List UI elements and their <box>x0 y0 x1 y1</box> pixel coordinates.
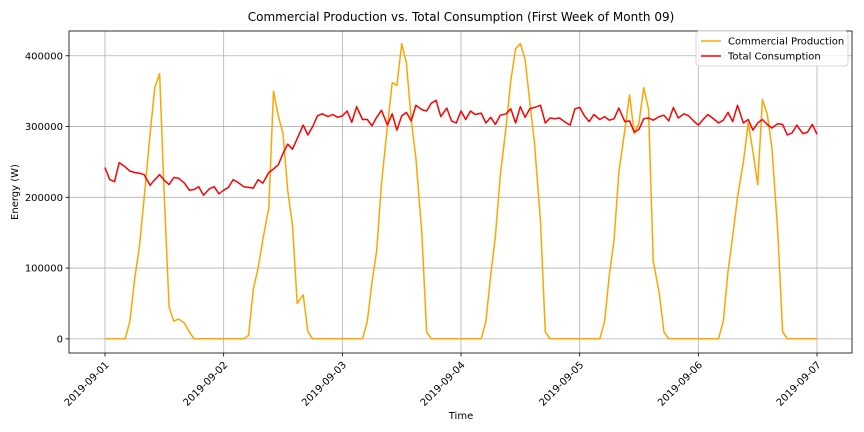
grid <box>69 31 852 353</box>
x-tick-label: 2019-09-04 <box>419 360 468 409</box>
plot-frame <box>68 30 853 354</box>
y-tick-label: 0 <box>57 334 63 345</box>
legend-label-production: Commercial Production <box>728 37 844 48</box>
series-line-commercial-production <box>105 42 817 340</box>
x-tick-label: 2019-09-01 <box>63 360 112 409</box>
y-tick-label: 200000 <box>25 193 63 204</box>
series-layer <box>104 42 818 340</box>
series-line-total-consumption <box>104 99 818 196</box>
x-tick-label: 2019-09-07 <box>775 360 824 409</box>
legend-label-consumption: Total Consumption <box>727 52 821 63</box>
legend: Commercial Production Total Consumption <box>695 30 849 67</box>
y-axis: 0 100000 200000 300000 400000 <box>25 51 69 345</box>
x-axis: 2019-09-01 2019-09-02 2019-09-03 2019-09-04… <box>63 353 824 409</box>
x-tick-label: 2019-09-06 <box>656 360 705 409</box>
y-tick-label: 100000 <box>25 264 63 275</box>
x-tick-label: 2019-09-03 <box>300 360 349 409</box>
y-tick-label: 300000 <box>25 122 63 133</box>
x-tick-label: 2019-09-05 <box>537 360 586 409</box>
chart-title: Commercial Production vs. Total Consumpt… <box>248 10 675 24</box>
x-tick-label: 2019-09-02 <box>181 360 230 409</box>
legend-box <box>695 30 849 67</box>
x-axis-label: Time <box>448 411 473 422</box>
y-axis-label: Energy (W) <box>10 164 21 220</box>
y-tick-label: 400000 <box>25 51 63 62</box>
